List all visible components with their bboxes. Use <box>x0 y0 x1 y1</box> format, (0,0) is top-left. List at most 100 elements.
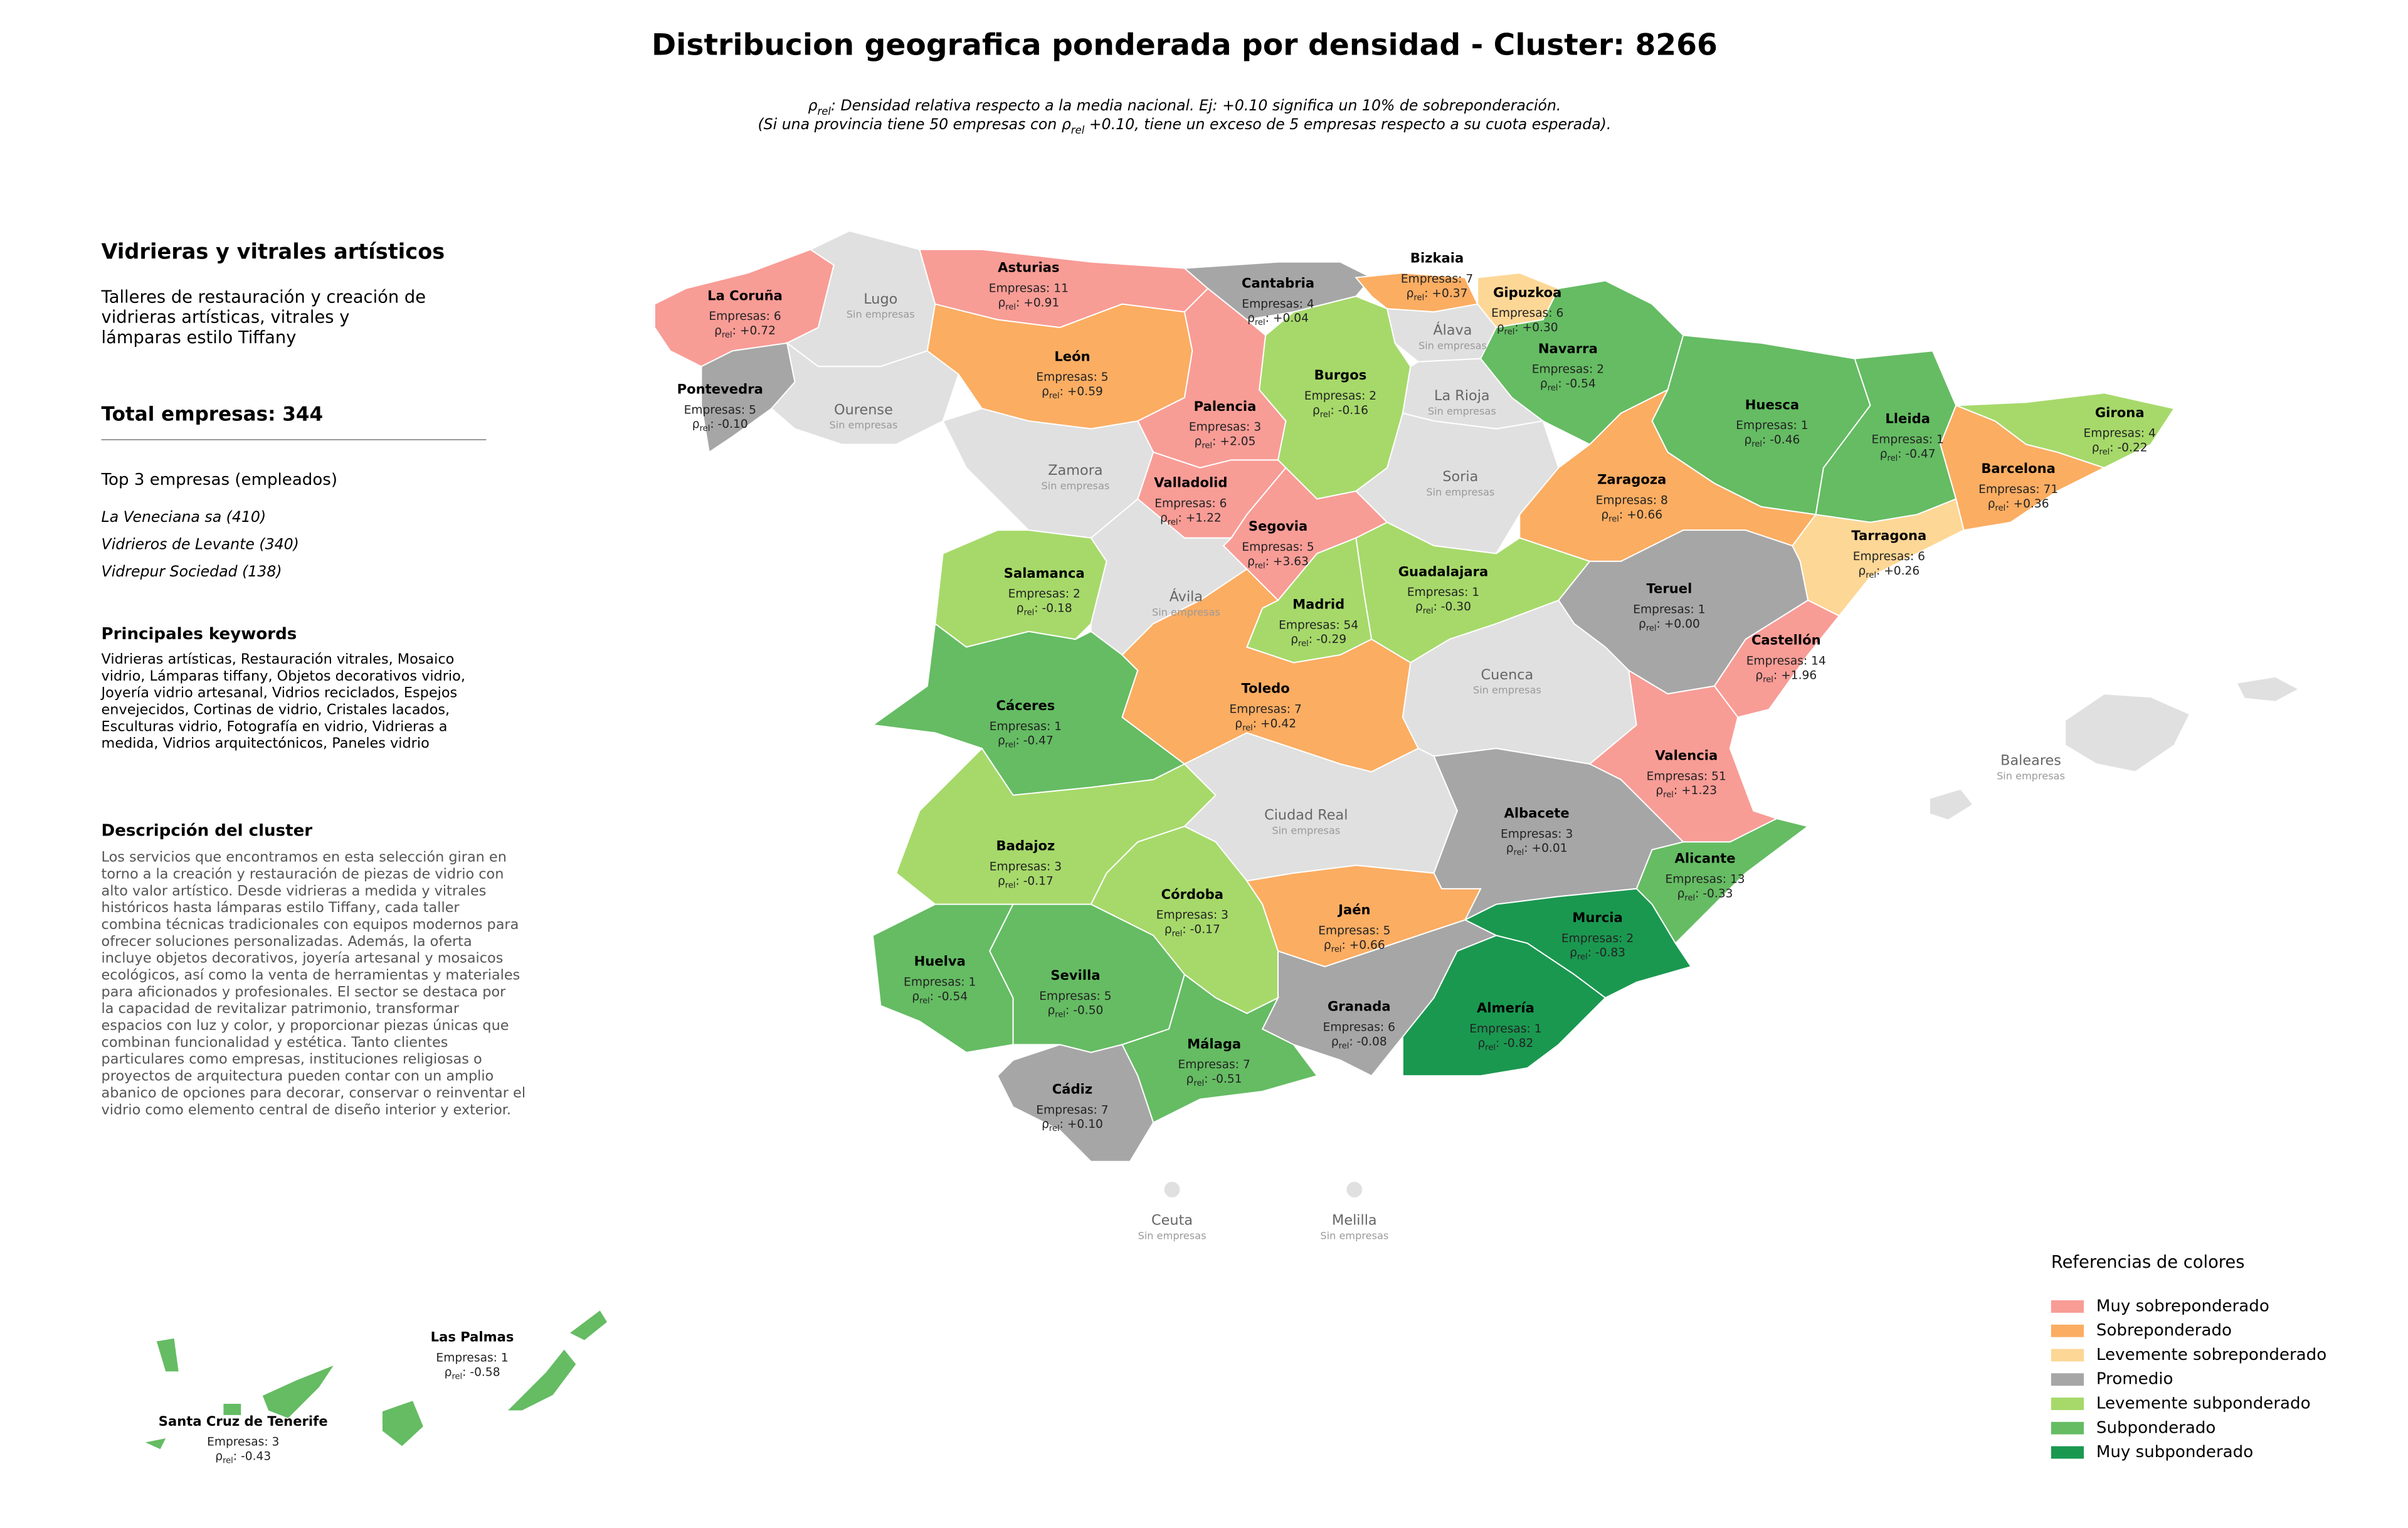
rho-sub: rel <box>1608 514 1619 524</box>
province-name: Soria <box>1442 469 1478 485</box>
province-name: Burgos <box>1314 367 1367 383</box>
rho-sep: : <box>1065 1004 1073 1017</box>
title: Distribucion geografica ponderada por de… <box>652 28 1718 63</box>
province-count: Empresas: 2 <box>1008 588 1080 601</box>
province-name: Zaragoza <box>1597 472 1666 487</box>
legend-label: Levemente sobreponderado <box>2096 1345 2326 1364</box>
legend-swatch <box>2051 1349 2084 1362</box>
rho-sep: : <box>1060 385 1067 398</box>
rho-value: -0.47 <box>1023 734 1054 747</box>
province-count: Empresas: 6 <box>1154 497 1227 510</box>
legend-swatch <box>2051 1300 2084 1313</box>
rho-sep: : <box>1496 1036 1503 1049</box>
province-count: Empresas: 1 <box>990 720 1062 733</box>
rho-sub: rel <box>1751 440 1762 449</box>
province-rho: ρrel: -0.10 <box>692 418 748 434</box>
rho-sep: : <box>1015 734 1023 747</box>
province-rho: ρrel: -0.83 <box>1570 946 1625 962</box>
province-name: Lleida <box>1885 411 1930 427</box>
description-line: espacios con luz y color, y proporcionar… <box>102 1017 509 1034</box>
cluster-summary: Talleres de restauración y creación de <box>101 287 426 307</box>
rho-sep: : <box>1016 296 1023 309</box>
province-name: Murcia <box>1572 910 1622 925</box>
rho-value: +0.66 <box>1349 938 1385 952</box>
province-name: Las Palmas <box>431 1329 514 1345</box>
rho-symbol: ρ <box>1506 842 1514 855</box>
province-name: Ourense <box>834 401 893 418</box>
province-rho: ρrel: +0.59 <box>1042 385 1103 401</box>
province-rho: ρrel: +0.91 <box>998 296 1059 312</box>
rho-sub: rel <box>1548 384 1558 393</box>
province-count: Empresas: 7 <box>1401 273 1473 286</box>
province-count: Empresas: 2 <box>1532 363 1604 376</box>
legend-swatch <box>2051 1421 2084 1435</box>
rho-value: -0.33 <box>1703 887 1733 900</box>
description-line: proyectos de arquitectura pueden contar … <box>102 1068 494 1085</box>
rho-value: -0.54 <box>937 990 968 1003</box>
legend-label: Levemente subponderado <box>2096 1394 2311 1413</box>
description-line: torno a la creación y restauración de pi… <box>102 866 504 882</box>
province-rho: ρrel: +0.04 <box>1247 312 1309 328</box>
rho-symbol: ρ <box>2092 441 2099 454</box>
rho-symbol: ρ <box>1312 403 1320 416</box>
province-rho: ρrel: +0.30 <box>1497 321 1558 337</box>
province-note: Sin empresas <box>1138 1230 1207 1242</box>
province-rho: ρrel: -0.50 <box>1047 1004 1103 1020</box>
province-rho: ρrel: +2.05 <box>1195 435 1256 451</box>
province-note: Sin empresas <box>1418 339 1487 351</box>
rho-sep: : <box>1657 617 1664 630</box>
province-count: Empresas: 5 <box>684 403 756 416</box>
province-count: Empresas: 2 <box>1561 932 1634 945</box>
province-name: Alicante <box>1675 851 1736 866</box>
legend-label: Promedio <box>2096 1370 2173 1389</box>
province-shape <box>568 1308 609 1342</box>
rho-value: -0.29 <box>1316 633 1346 646</box>
rho-value: -0.50 <box>1073 1004 1103 1017</box>
province-count: Empresas: 3 <box>1189 421 1261 434</box>
top-heading: Top 3 empresas (empleados) <box>101 470 338 489</box>
rho-symbol: ρ <box>998 734 1005 747</box>
province-count: Empresas: 5 <box>1242 541 1314 554</box>
province-rho: ρrel: -0.30 <box>1415 600 1471 616</box>
description-line: la capacidad de revitalizar patrimonio, … <box>102 1000 460 1017</box>
rho-symbol: ρ <box>1017 602 1024 615</box>
rho-sep: : <box>1212 435 1220 448</box>
province-rho: ρrel: +1.22 <box>1160 511 1222 528</box>
rho-value: +0.01 <box>1531 842 1567 855</box>
rho-symbol: ρ <box>1639 617 1646 630</box>
rho-sub: rel <box>1049 391 1060 401</box>
description-line: Los servicios que encontramos en esta se… <box>102 849 507 866</box>
rho-sep: : <box>710 418 717 431</box>
rho-sub: rel <box>452 1372 462 1381</box>
rho-value: -0.17 <box>1190 923 1220 936</box>
rho-sep: : <box>2110 441 2117 454</box>
rho-value: -0.43 <box>241 1450 271 1463</box>
province-count: Empresas: 3 <box>1501 827 1573 841</box>
rho-symbol: ρ <box>1677 887 1685 900</box>
province-name: Cáceres <box>996 698 1055 713</box>
province-name: Almería <box>1477 1000 1534 1016</box>
province-name: Zamora <box>1048 462 1102 479</box>
province-rho: ρrel: -0.54 <box>1540 377 1596 393</box>
rho-value: +1.22 <box>1186 511 1222 524</box>
province-note: Sin empresas <box>1428 405 1496 417</box>
province-shape <box>261 1362 337 1420</box>
rho-sub: rel <box>1320 410 1331 420</box>
rho-sub: rel <box>700 424 710 433</box>
rho-sep: : <box>1424 287 1432 300</box>
rho-symbol: ρ <box>998 874 1005 888</box>
province-rho: ρrel: -0.51 <box>1186 1073 1242 1089</box>
rho-value: -0.22 <box>2117 441 2147 454</box>
province-shape <box>505 1347 578 1412</box>
province-count: Empresas: 8 <box>1596 494 1668 507</box>
keywords-heading: Principales keywords <box>102 625 297 644</box>
province-shape <box>222 1403 243 1416</box>
rho-sub: rel <box>1504 327 1515 337</box>
province-shape <box>1164 1182 1180 1197</box>
rho-sub: rel <box>1005 881 1016 890</box>
cluster-summary: vidrieras artísticas, vitrales y <box>102 308 350 327</box>
rho-sep: : <box>1588 946 1595 959</box>
rho-symbol: ρ <box>998 296 1005 309</box>
rho-sub: rel <box>1331 945 1342 954</box>
rho-sub: rel <box>1413 293 1424 302</box>
